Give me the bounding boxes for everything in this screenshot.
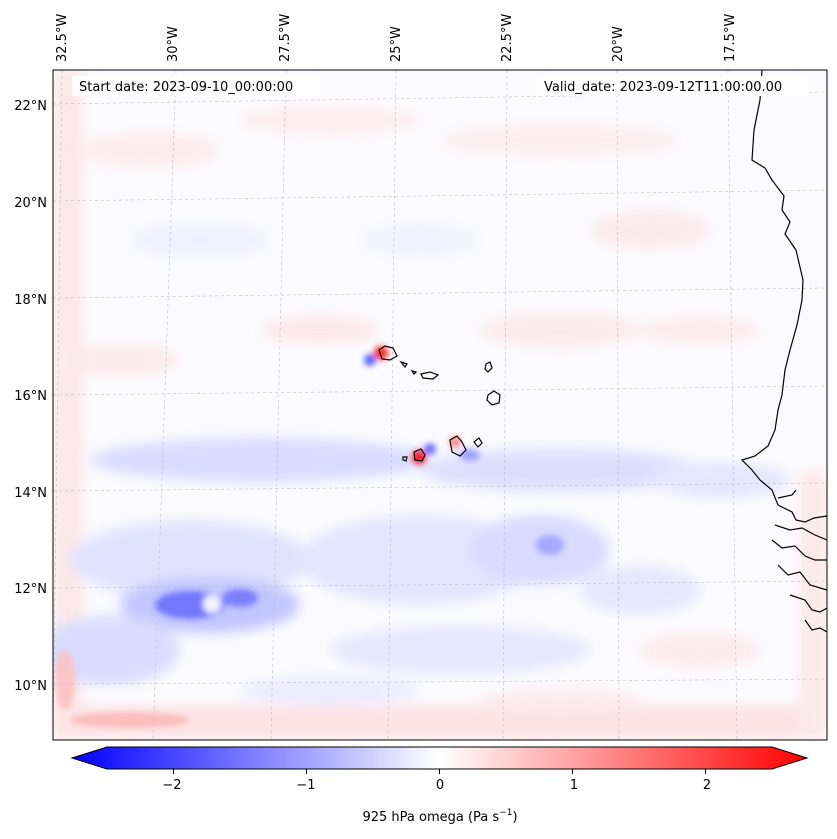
cape-verde-islands [378,345,501,462]
colorbar-label-text: 925 hPa omega (Pa s [362,810,499,825]
lat-label-14n: 14°N [14,486,47,501]
colorbar-tick-label-2: 2 [703,778,711,793]
colorbar-label: 925 hPa omega (Pa s−1) [362,808,517,825]
lat-label-18n: 18°N [14,293,47,308]
gridlines [53,70,827,740]
lat-label-16n: 16°N [14,389,47,404]
lat-label-22n: 22°N [14,99,47,114]
valid-date-label: Valid_date: 2023-09-12T11:00:00.00 [544,80,782,95]
colorbar-label-close: ) [512,810,517,825]
colorbar-tick-label-neg2: −2 [162,778,181,793]
coastline [740,70,827,633]
lat-label-10n: 10°N [14,679,47,694]
start-date-label: Start date: 2023-09-10_00:00:00 [79,80,293,95]
lon-label-20w: 20°W [611,26,626,62]
map-panel: Start date: 2023-09-10_00:00:00 Valid_da… [52,69,828,741]
start-date-box [72,76,320,96]
lon-label-27-5w: 27.5°W [278,14,293,62]
map-frame [52,69,828,741]
colorbar-tick-label-0: 0 [436,778,444,793]
omega-field [53,70,827,740]
lon-label-22-5w: 22.5°W [500,14,515,62]
lon-label-25w: 25°W [389,26,404,62]
colorbar-ticks [173,769,706,774]
lon-label-32-5w: 32.5°W [55,14,70,62]
latitude-labels: 22°N 20°N 18°N 16°N 14°N 12°N 10°N [14,99,47,694]
colorbar-tick-label-1: 1 [570,778,578,793]
colorbar-label-superscript: −1 [499,808,512,818]
valid-date-box [537,76,808,96]
lat-label-20n: 20°N [14,196,47,211]
colorbar-body [70,746,809,770]
colorbar: −2 −1 0 1 2 925 hPa omega (Pa s−1) [70,746,809,825]
lon-label-17-5w: 17.5°W [723,14,738,62]
longitude-labels: 32.5°W 30°W 27.5°W 25°W 22.5°W 20°W 17.5… [55,14,738,62]
lat-label-12n: 12°N [14,582,47,597]
lon-label-30w: 30°W [166,26,181,62]
colorbar-tick-label-neg1: −1 [296,778,315,793]
